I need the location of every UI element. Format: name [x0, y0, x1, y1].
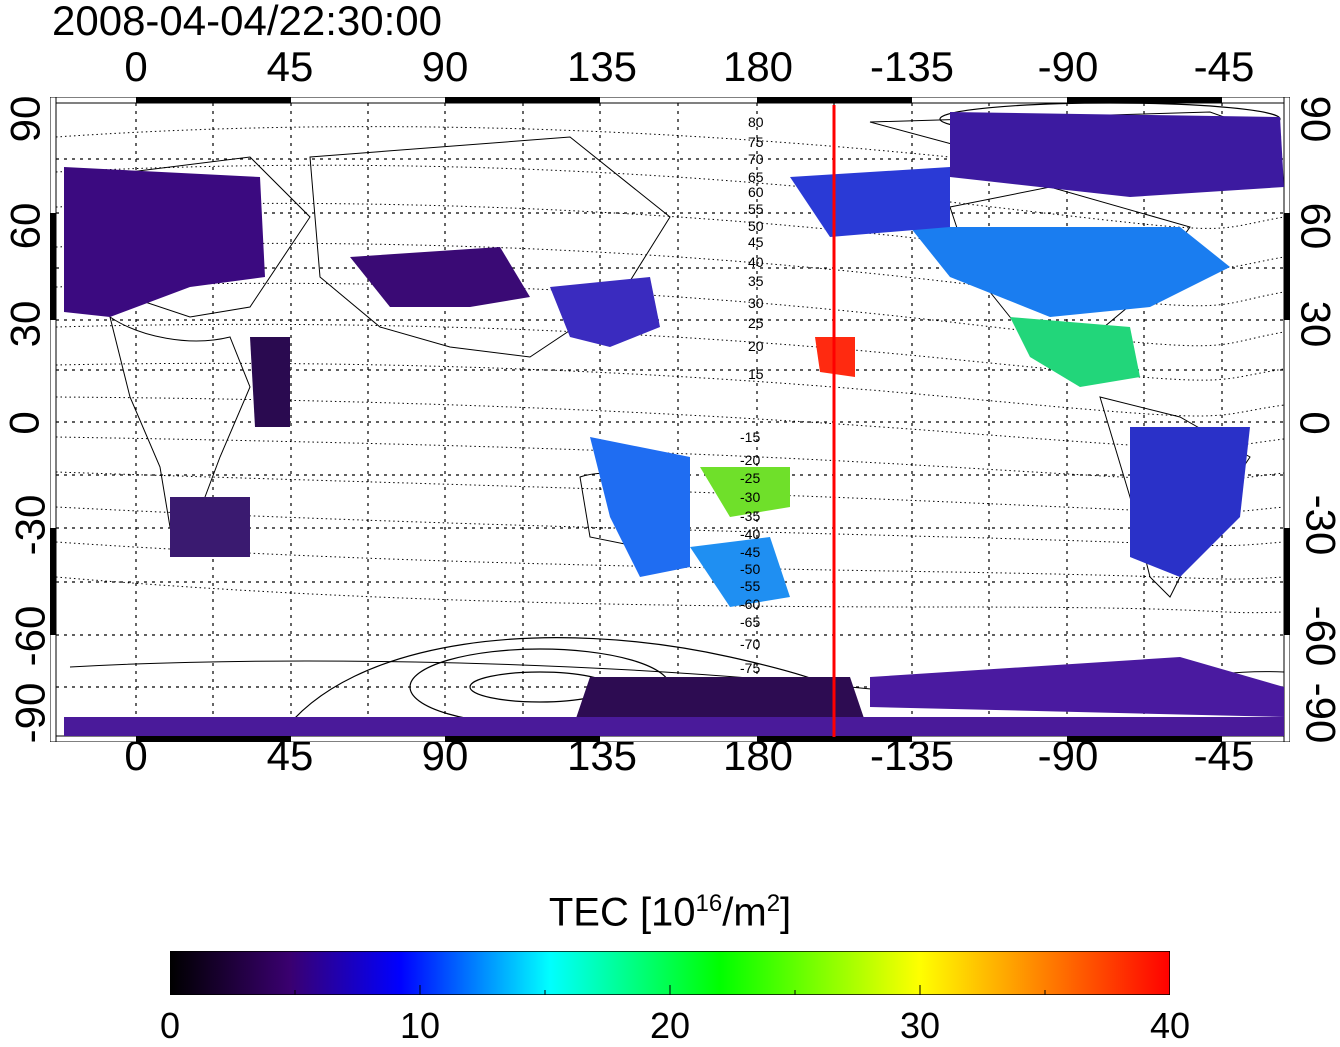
tec-patch-asia [350, 247, 530, 307]
left-lat-label: 30 [1, 300, 48, 348]
colorbar-tick-label: 10 [399, 1005, 441, 1046]
tec-patch-canada [950, 112, 1284, 197]
contour-label: -35 [740, 508, 760, 524]
tec-patch-japan [550, 277, 660, 347]
left-lat-label: 90 [1, 95, 48, 143]
contour-label: 55 [748, 201, 764, 217]
top-lon-label: 90 [421, 43, 469, 90]
contour-label: 70 [748, 151, 764, 167]
tec-patches [64, 112, 1284, 736]
contour-label: -70 [740, 636, 760, 652]
contour-label: 65 [748, 169, 764, 185]
right-lat-label: -30 [1297, 494, 1340, 556]
left-lat-label: 60 [1, 202, 48, 250]
contour-label: 45 [748, 234, 764, 250]
contour-label: 60 [748, 184, 764, 200]
tec-patch-europe [64, 167, 265, 317]
contour-label: 15 [748, 366, 764, 382]
contour-label: 50 [748, 218, 764, 234]
top-lon-label: -90 [1037, 43, 1099, 90]
contour-label: 25 [748, 315, 764, 331]
contour-label: -45 [740, 544, 760, 560]
tec-patch-south-polar [64, 717, 1284, 736]
contour-label: -75 [740, 660, 760, 676]
tec-patch-pacific [700, 467, 790, 517]
contour-label: -40 [740, 526, 760, 542]
tec-patch-south-africa [170, 497, 250, 557]
contour-label: 30 [748, 295, 764, 311]
contour-label: -60 [740, 596, 760, 612]
tec-patch-north-america [910, 227, 1230, 317]
contour-label: -55 [740, 578, 760, 594]
colorbar-tick-label: 40 [1149, 1005, 1191, 1046]
contour-labels-north: 80 75 70 65 60 55 50 45 40 35 30 25 20 1… [748, 114, 764, 382]
left-lat-label: -60 [6, 605, 54, 667]
top-lon-label: 45 [266, 43, 314, 90]
colorbar-tick-label: 0 [159, 1005, 181, 1046]
colorbar-tick-label: 20 [649, 1005, 691, 1046]
contour-label: -50 [740, 561, 760, 577]
colorbar-tick-label: 30 [899, 1005, 941, 1046]
timestamp-title: 2008-04-04/22:30:00 [52, 0, 442, 44]
right-lat-label: 0 [1291, 411, 1339, 435]
left-lat-label: -30 [6, 494, 54, 556]
tec-map: 80 75 70 65 60 55 50 45 40 35 30 25 20 1… [50, 97, 1290, 742]
colorbar [170, 951, 1170, 995]
top-lon-label: 0 [124, 43, 148, 90]
tec-patch-mexico [1010, 317, 1140, 387]
right-lat-label: 30 [1292, 300, 1339, 348]
contour-label: -25 [740, 470, 760, 486]
right-lat-label: 60 [1292, 202, 1339, 250]
contour-labels-south: -15 -20 -25 -30 -35 -40 -45 -50 -55 -60 … [740, 429, 760, 676]
contour-label: -65 [740, 614, 760, 630]
top-lon-label: 135 [566, 43, 638, 90]
colorbar-title: TEC [1016/m2] [548, 890, 792, 935]
contour-label: 80 [748, 114, 764, 130]
bottom-lon-label: 0 [124, 732, 148, 779]
tec-patch-south-america [1130, 427, 1250, 577]
top-lon-label: -45 [1193, 43, 1255, 90]
tec-patch-australia [590, 437, 690, 577]
contour-label: -20 [740, 452, 760, 468]
tec-patch-alaska [790, 167, 950, 237]
left-lat-label: 0 [0, 411, 48, 435]
contour-label: 20 [748, 338, 764, 354]
tec-patch-south-east [870, 657, 1284, 717]
tec-patch-new-zealand [690, 537, 790, 607]
tec-patch-africa [250, 337, 290, 427]
right-lat-label: -90 [1297, 682, 1340, 744]
contour-label: 35 [748, 273, 764, 289]
left-lat-label: -90 [6, 682, 54, 744]
right-lat-label: 90 [1292, 95, 1339, 143]
contour-label: -30 [740, 489, 760, 505]
contour-label: 75 [748, 134, 764, 150]
contour-label: -15 [740, 429, 760, 445]
contour-label: 40 [748, 254, 764, 270]
right-lat-label: -60 [1297, 605, 1340, 667]
top-lon-label: 180 [722, 43, 794, 90]
top-lon-label: -135 [869, 43, 955, 90]
